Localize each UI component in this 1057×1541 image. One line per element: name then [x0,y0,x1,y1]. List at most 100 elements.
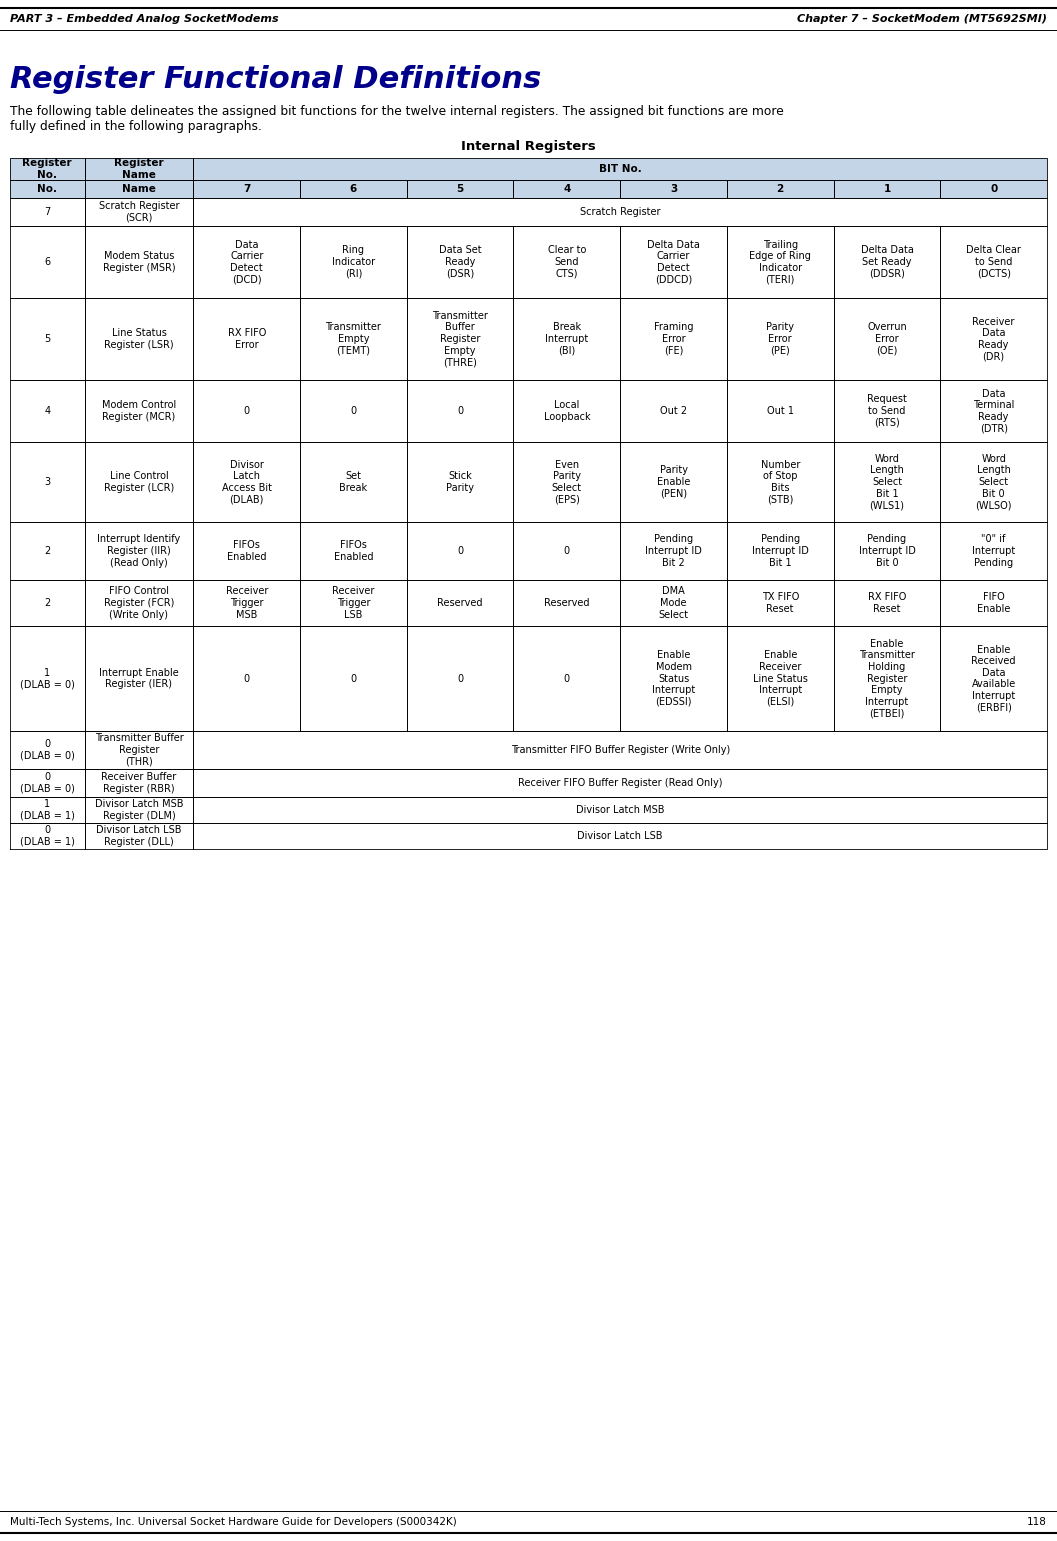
Text: DMA
Mode
Select: DMA Mode Select [659,587,688,619]
Text: 3: 3 [44,478,51,487]
Text: 7: 7 [243,183,251,194]
Text: FIFO
Enable: FIFO Enable [977,592,1010,613]
Text: Scratch Register: Scratch Register [580,206,661,217]
Text: Chapter 7 – SocketModem (MT5692SMI): Chapter 7 – SocketModem (MT5692SMI) [797,14,1047,25]
Text: Break
Interrupt
(BI): Break Interrupt (BI) [545,322,589,356]
Bar [85,159,193,180]
Text: Enable
Modem
Status
Interrupt
(EDSSI): Enable Modem Status Interrupt (EDSSI) [652,650,696,707]
Text: Delta Clear
to Send
(DCTS): Delta Clear to Send (DCTS) [966,245,1021,279]
Text: 0: 0 [244,673,249,684]
Text: 4: 4 [563,183,571,194]
Text: 6: 6 [44,257,51,267]
Text: 0: 0 [563,546,570,556]
Text: Interrupt Identify
Register (IIR)
(Read Only): Interrupt Identify Register (IIR) (Read … [97,535,181,567]
Bar [85,180,193,197]
Text: 0: 0 [350,673,356,684]
Text: Parity
Error
(PE): Parity Error (PE) [766,322,794,356]
Text: BIT No.: BIT No. [599,163,642,174]
Text: Delta Data
Set Ready
(DDSR): Delta Data Set Ready (DDSR) [860,245,913,279]
Text: Enable
Received
Data
Available
Interrupt
(ERBFI): Enable Received Data Available Interrupt… [971,644,1016,712]
Bar [941,180,1047,197]
Text: Modem Status
Register (MSR): Modem Status Register (MSR) [103,251,175,273]
Text: Name: Name [122,183,156,194]
Text: Line Status
Register (LSR): Line Status Register (LSR) [105,328,173,350]
Text: Divisor
Latch
Access Bit
(DLAB): Divisor Latch Access Bit (DLAB) [222,459,272,504]
Text: RX FIFO
Error: RX FIFO Error [227,328,266,350]
Text: Clear to
Send
CTS): Clear to Send CTS) [548,245,586,279]
Bar [300,180,407,197]
Text: Stick
Parity: Stick Parity [446,472,475,493]
Bar [514,180,620,197]
Text: 1
(DLAB = 1): 1 (DLAB = 1) [20,800,75,821]
Text: Request
to Send
(RTS): Request to Send (RTS) [867,394,907,427]
Text: Receiver FIFO Buffer Register (Read Only): Receiver FIFO Buffer Register (Read Only… [518,778,722,787]
Bar [620,180,727,197]
Text: Pending
Interrupt ID
Bit 1: Pending Interrupt ID Bit 1 [752,535,809,567]
Text: 1
(DLAB = 0): 1 (DLAB = 0) [20,667,75,689]
Text: 3: 3 [670,183,678,194]
Text: Pending
Interrupt ID
Bit 0: Pending Interrupt ID Bit 0 [858,535,915,567]
Text: Internal Registers: Internal Registers [461,140,596,153]
Text: Interrupt Enable
Register (IER): Interrupt Enable Register (IER) [99,667,179,689]
Text: 0: 0 [244,405,249,416]
Text: Data
Carrier
Detect
(DCD): Data Carrier Detect (DCD) [230,239,263,285]
Text: 118: 118 [1027,1516,1047,1527]
Text: Reserved: Reserved [438,598,483,609]
Text: Out 2: Out 2 [660,405,687,416]
Text: Framing
Error
(FE): Framing Error (FE) [654,322,693,356]
Text: 0: 0 [457,673,463,684]
Bar [10,180,85,197]
Text: "0" if
Interrupt
Pending: "0" if Interrupt Pending [972,535,1016,567]
Text: 0: 0 [563,673,570,684]
Text: Register
Name: Register Name [114,159,164,180]
Text: Scratch Register
(SCR): Scratch Register (SCR) [98,202,180,223]
Text: Transmitter
Buffer
Register
Empty
(THRE): Transmitter Buffer Register Empty (THRE) [432,311,488,367]
Text: TX FIFO
Reset: TX FIFO Reset [761,592,799,613]
Text: 2: 2 [777,183,784,194]
Text: 5: 5 [44,334,51,344]
Text: 0: 0 [457,405,463,416]
Text: Multi-Tech Systems, Inc. Universal Socket Hardware Guide for Developers (S000342: Multi-Tech Systems, Inc. Universal Socke… [10,1516,457,1527]
Text: FIFOs
Enabled: FIFOs Enabled [227,541,266,562]
Text: PART 3 – Embedded Analog SocketModems: PART 3 – Embedded Analog SocketModems [10,14,279,25]
Text: 7: 7 [44,206,51,217]
Text: Receiver Buffer
Register (RBR): Receiver Buffer Register (RBR) [101,772,177,794]
Text: The following table delineates the assigned bit functions for the twelve interna: The following table delineates the assig… [10,105,783,119]
Text: Set
Break: Set Break [339,472,368,493]
Text: Data Set
Ready
(DSR): Data Set Ready (DSR) [439,245,481,279]
Text: Ring
Indicator
(RI): Ring Indicator (RI) [332,245,375,279]
Text: 1: 1 [884,183,891,194]
Bar [407,180,514,197]
Text: Modem Control
Register (MCR): Modem Control Register (MCR) [101,401,177,422]
Text: Word
Length
Select
Bit 1
(WLS1): Word Length Select Bit 1 (WLS1) [870,453,905,510]
Text: 0: 0 [457,546,463,556]
Text: 0: 0 [350,405,356,416]
Text: RX FIFO
Reset: RX FIFO Reset [868,592,906,613]
Text: Parity
Enable
(PEN): Parity Enable (PEN) [656,465,690,499]
Text: Divisor Latch MSB: Divisor Latch MSB [576,804,665,815]
Text: 0
(DLAB = 0): 0 (DLAB = 0) [20,740,75,761]
Bar [193,180,300,197]
Text: 2: 2 [44,546,51,556]
Text: Register
No.: Register No. [22,159,72,180]
Text: Divisor Latch LSB
Register (DLL): Divisor Latch LSB Register (DLL) [96,824,182,848]
Text: Divisor Latch MSB
Register (DLM): Divisor Latch MSB Register (DLM) [95,800,183,821]
Text: 6: 6 [350,183,357,194]
Text: 0: 0 [990,183,997,194]
Text: FIFOs
Enabled: FIFOs Enabled [334,541,373,562]
Text: fully defined in the following paragraphs.: fully defined in the following paragraph… [10,120,262,133]
Text: Pending
Interrupt ID
Bit 2: Pending Interrupt ID Bit 2 [645,535,702,567]
Bar [834,180,941,197]
Text: Transmitter
Empty
(TEMT): Transmitter Empty (TEMT) [326,322,382,356]
Text: 2: 2 [44,598,51,609]
Text: Word
Length
Select
Bit 0
(WLSO): Word Length Select Bit 0 (WLSO) [976,453,1012,510]
Bar [10,159,85,180]
Bar [193,159,1047,180]
Text: Receiver
Trigger
MSB: Receiver Trigger MSB [225,587,267,619]
Text: 4: 4 [44,405,51,416]
Text: FIFO Control
Register (FCR)
(Write Only): FIFO Control Register (FCR) (Write Only) [104,587,174,619]
Text: Reserved: Reserved [544,598,590,609]
Text: Delta Data
Carrier
Detect
(DDCD): Delta Data Carrier Detect (DDCD) [647,239,700,285]
Text: Receiver
Data
Ready
(DR): Receiver Data Ready (DR) [972,316,1015,362]
Text: Receiver
Trigger
LSB: Receiver Trigger LSB [332,587,374,619]
